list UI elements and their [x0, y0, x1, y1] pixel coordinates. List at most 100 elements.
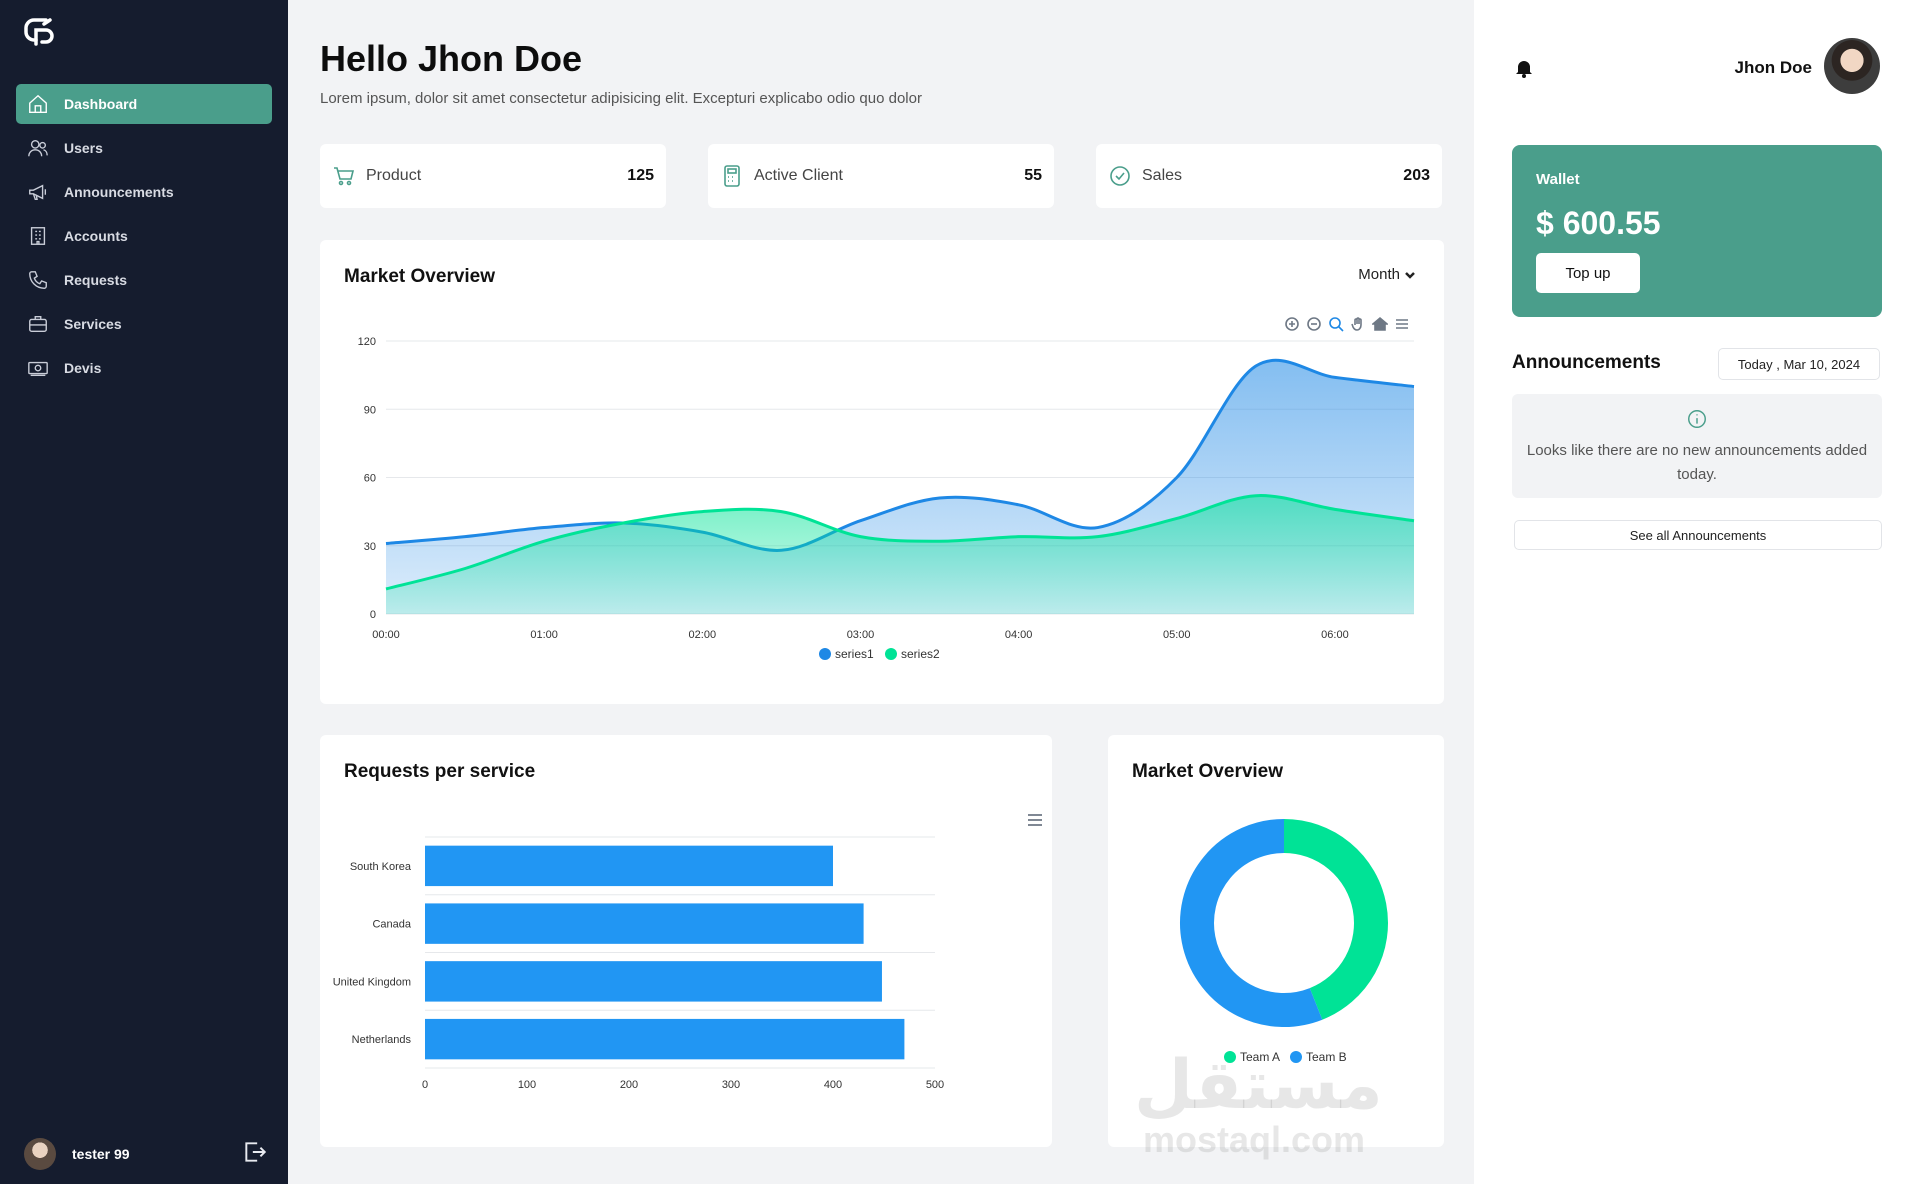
card-title: Market Overview [1132, 761, 1284, 782]
pan-hand-icon[interactable] [1350, 316, 1366, 332]
x-tick-label: 04:00 [1005, 629, 1033, 641]
check-circle-icon [1108, 164, 1132, 188]
stat-card-product[interactable]: Product 125 [320, 144, 666, 208]
home-icon [26, 92, 50, 116]
x-tick-label: 100 [518, 1079, 536, 1091]
announcements-empty-state: Looks like there are no new announcement… [1512, 394, 1882, 498]
zoom-out-icon[interactable] [1306, 316, 1322, 332]
market-overview-card: Market Overview Month 0 30 60 90 120 00:00 01:… [320, 240, 1444, 704]
sidebar-item-label: Announcements [64, 184, 174, 200]
series-line-series1 [385, 358, 1415, 552]
page-subtitle: Lorem ipsum, dolor sit amet consectetur … [320, 90, 922, 107]
category-label: South Korea [350, 861, 412, 873]
cart-icon [332, 164, 356, 188]
right-panel: Jhon Doe Wallet $ 600.55 Top up Announce… [1474, 0, 1920, 1184]
phone-icon [26, 268, 50, 292]
team-donut-chart: Team A Team B [1180, 819, 1388, 1064]
info-icon [1512, 394, 1882, 435]
bar [425, 961, 882, 1002]
requests-bar-chart: South Korea Canada United Kingdom Netherlan… [333, 836, 944, 1091]
sidebar-item-requests[interactable]: Requests [16, 260, 272, 300]
x-tick-label: 300 [722, 1079, 740, 1091]
announcements-empty-text: Looks like there are no new announcement… [1526, 442, 1868, 483]
bar [425, 845, 833, 887]
x-tick-label: 05:00 [1163, 629, 1191, 641]
sidebar-user: tester 99 [24, 1136, 268, 1172]
top-up-button[interactable]: Top up [1536, 253, 1640, 293]
announcements-title: Announcements [1512, 352, 1661, 373]
wallet-card: Wallet $ 600.55 Top up [1512, 145, 1882, 317]
sidebar-item-label: Devis [64, 360, 102, 376]
stat-label: Active Client [754, 167, 843, 184]
menu-icon[interactable] [1026, 811, 1044, 834]
category-label: United Kingdom [333, 976, 411, 988]
menu-icon[interactable] [1394, 316, 1410, 332]
wallet-label: Wallet [1536, 171, 1580, 188]
sidebar-item-devis[interactable]: Devis [16, 348, 272, 388]
x-tick-label: 500 [926, 1079, 944, 1091]
bell-icon[interactable] [1512, 56, 1536, 80]
users-icon [26, 136, 50, 160]
briefcase-icon [26, 312, 50, 336]
logout-icon[interactable] [242, 1139, 268, 1170]
stat-value: 55 [1024, 167, 1042, 184]
x-tick-label: 03:00 [847, 629, 875, 641]
chevron-down-icon [1405, 271, 1415, 279]
legend-label: series2 [901, 647, 940, 661]
logo-icon[interactable] [22, 14, 58, 50]
sidebar-item-label: Requests [64, 272, 128, 288]
series-area-series2 [386, 495, 1414, 614]
sidebar-item-accounts[interactable]: Accounts [16, 216, 272, 256]
zoom-in-icon[interactable] [1284, 316, 1300, 332]
team-card: Market Overview Team A Team B [1108, 735, 1444, 1147]
x-tick-label: 0 [422, 1079, 428, 1091]
x-tick-label: 06:00 [1321, 629, 1349, 641]
sidebar-nav: Dashboard Users Announcements Accounts R… [16, 84, 272, 392]
period-select[interactable]: Month [1358, 266, 1416, 283]
x-tick-label: 200 [620, 1079, 638, 1091]
sidebar-item-label: Services [64, 316, 122, 332]
donut-slice [1180, 819, 1323, 1027]
avatar[interactable] [1824, 38, 1880, 94]
sidebar-item-services[interactable]: Services [16, 304, 272, 344]
series-area-series1 [386, 360, 1414, 614]
stat-card-sales[interactable]: Sales 203 [1096, 144, 1442, 208]
legend-marker [1290, 1051, 1302, 1063]
sidebar-item-label: Users [64, 140, 103, 156]
stat-value: 203 [1403, 167, 1430, 184]
market-overview-area-chart: 0 30 60 90 120 00:00 01:00 02:00 03:00 04:00 05:00… [358, 336, 1415, 661]
avatar[interactable] [24, 1138, 56, 1170]
y-tick-label: 60 [364, 473, 376, 485]
bar [425, 903, 864, 944]
main-content: Hello Jhon Doe Lorem ipsum, dolor sit am… [288, 0, 1472, 1184]
series-line-series2 [385, 494, 1415, 591]
x-tick-label: 400 [824, 1079, 842, 1091]
reset-home-icon[interactable] [1372, 316, 1388, 332]
building-icon [26, 224, 50, 248]
sidebar-item-users[interactable]: Users [16, 128, 272, 168]
stat-label: Sales [1142, 167, 1183, 184]
category-label: Canada [372, 919, 411, 931]
sidebar-item-label: Dashboard [64, 96, 138, 112]
bar [425, 1018, 905, 1060]
megaphone-icon [26, 180, 50, 204]
see-all-announcements-button[interactable]: See all Announcements [1514, 520, 1882, 550]
sidebar-item-announcements[interactable]: Announcements [16, 172, 272, 212]
stat-card-active-client[interactable]: Active Client 55 [708, 144, 1054, 208]
zoom-select-icon[interactable] [1328, 316, 1344, 332]
calculator-icon [720, 164, 744, 188]
y-tick-label: 0 [370, 609, 376, 621]
legend-marker [1224, 1051, 1236, 1063]
y-tick-label: 120 [358, 336, 376, 348]
x-tick-label: 01:00 [530, 629, 558, 641]
sidebar-item-label: Accounts [64, 228, 128, 244]
chart-toolbar [1284, 316, 1410, 332]
sidebar-username: tester 99 [72, 1146, 130, 1162]
sidebar-item-dashboard[interactable]: Dashboard [16, 84, 272, 124]
donut-slice [1283, 819, 1388, 1020]
stat-label: Product [366, 167, 422, 184]
legend-label: Team A [1240, 1050, 1280, 1064]
period-select-value: Month [1358, 266, 1400, 283]
sidebar: Dashboard Users Announcements Accounts R… [0, 0, 288, 1184]
page-title: Hello Jhon Doe [320, 38, 583, 79]
